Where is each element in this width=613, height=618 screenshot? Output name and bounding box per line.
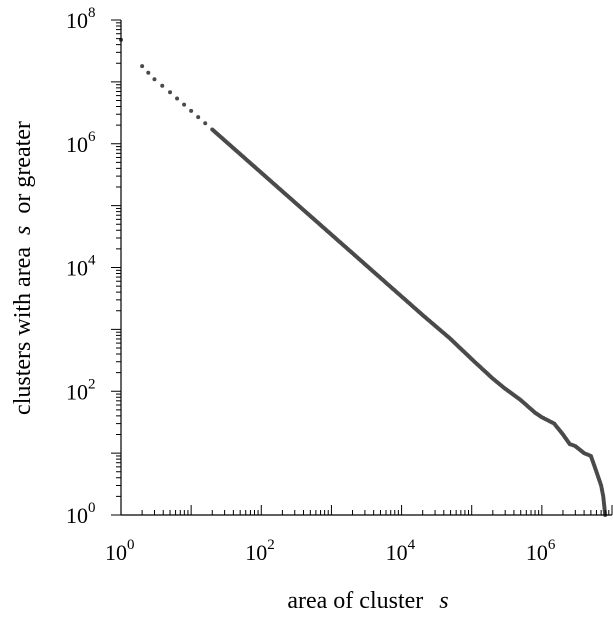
y-axis-title-variable: s	[10, 226, 36, 235]
x-axis-title-text: area of cluster	[287, 588, 423, 614]
y-major-ticks	[111, 19, 121, 516]
y-axis-title-prefix: clusters with area	[10, 247, 36, 415]
data-point	[203, 121, 208, 126]
x-tick-label: 100	[105, 537, 135, 565]
data-point	[182, 102, 187, 107]
x-tick-label: 104	[386, 537, 416, 565]
y-tick-label: 108	[66, 5, 96, 33]
y-tick-label: 106	[66, 129, 96, 157]
data-point	[168, 90, 173, 95]
data-point	[160, 83, 165, 88]
x-axis-title-variable: s	[439, 588, 448, 614]
data-point	[152, 77, 157, 82]
y-minor-ticks	[116, 22, 121, 497]
data-point	[175, 96, 180, 101]
x-axis-title: area of cluster s	[287, 588, 448, 614]
data-point	[196, 115, 201, 120]
y-tick-label: 104	[66, 253, 96, 281]
data-point	[189, 108, 194, 113]
data-point	[146, 70, 151, 75]
data-point	[140, 64, 145, 69]
y-tick-label: 102	[66, 376, 96, 404]
y-tick-labels: 100 102 104 106 108	[66, 5, 96, 528]
x-tick-label: 106	[526, 537, 556, 565]
x-tick-label: 102	[245, 537, 274, 565]
y-axis-title: clusters with area s or greater	[10, 121, 36, 415]
y-axis-title-suffix: or greater	[10, 121, 36, 214]
y-tick-label: 100	[66, 500, 96, 528]
x-tick-labels: 100 102 104 106	[105, 537, 556, 565]
plot-points	[119, 37, 608, 517]
x-minor-ticks	[141, 510, 610, 515]
